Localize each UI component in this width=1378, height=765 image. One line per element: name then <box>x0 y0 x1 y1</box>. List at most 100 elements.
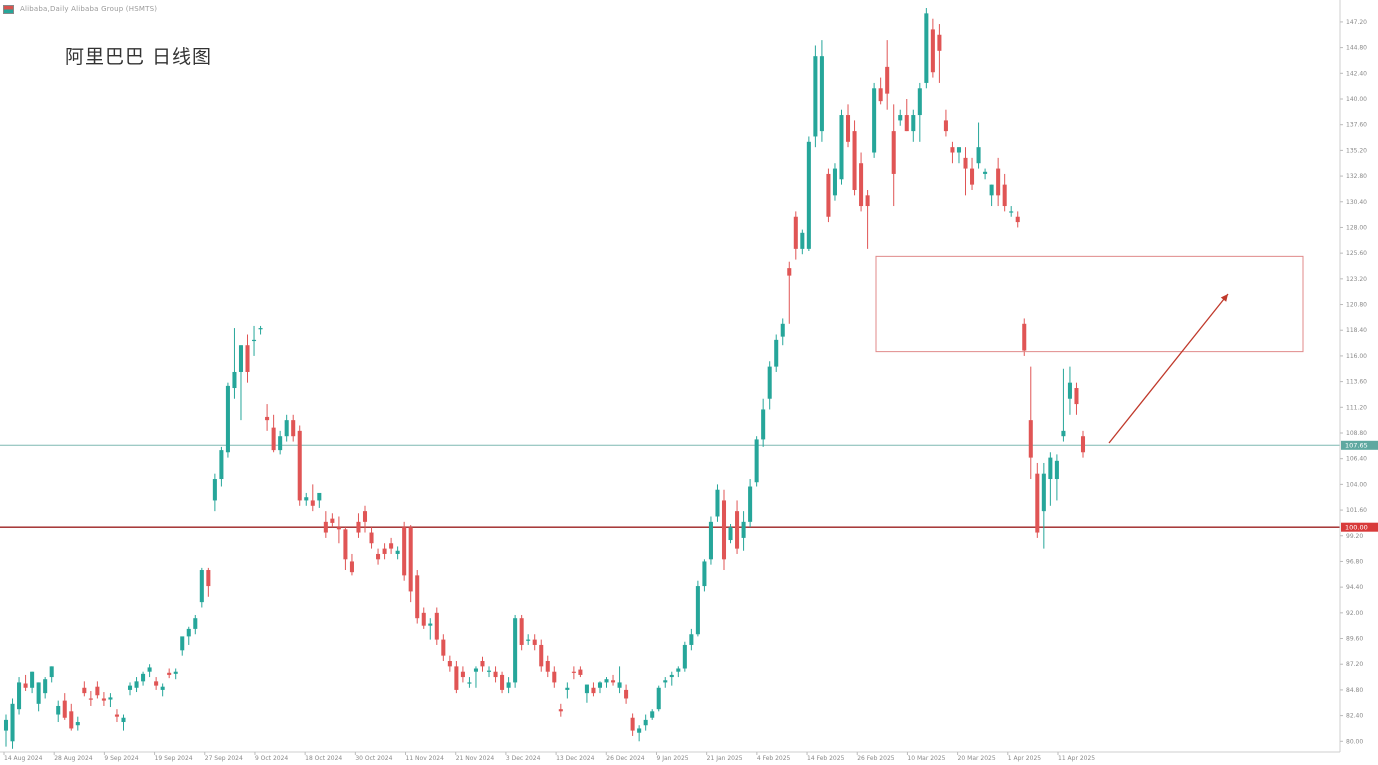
price-tick-label: 87.20 <box>1346 661 1363 668</box>
time-tick-label: 9 Jan 2025 <box>656 755 688 762</box>
candle <box>382 543 387 560</box>
candle-body <box>245 345 250 372</box>
candle <box>500 671 505 694</box>
candle-body <box>754 439 759 483</box>
candle <box>780 318 785 346</box>
candle <box>141 671 146 686</box>
candle-body <box>147 667 152 672</box>
candle-body <box>630 717 635 731</box>
candle <box>695 580 700 637</box>
candle-body <box>852 131 857 190</box>
candle <box>36 682 41 712</box>
candle-body <box>1067 382 1072 399</box>
candle-body <box>924 13 929 83</box>
candle <box>291 414 296 442</box>
time-tick-label: 19 Sep 2024 <box>155 755 193 762</box>
candle <box>682 641 687 672</box>
candle <box>467 677 472 688</box>
candle-body <box>656 687 661 710</box>
candle <box>369 527 374 549</box>
candle <box>1074 382 1079 415</box>
candle-body <box>767 366 772 399</box>
candle-body <box>154 681 159 686</box>
candle <box>245 334 250 383</box>
time-tick-label: 21 Jan 2025 <box>707 755 743 762</box>
candle-body <box>506 682 511 688</box>
candle <box>930 18 935 78</box>
price-tick-label: 96.80 <box>1346 558 1363 565</box>
candle-body <box>88 698 93 700</box>
candle <box>30 671 35 694</box>
candle-body <box>813 56 818 137</box>
candle <box>278 430 283 455</box>
candle-body <box>434 612 439 640</box>
candle <box>206 567 211 597</box>
candle-body <box>480 661 485 667</box>
candle-body <box>467 682 472 684</box>
candle-body <box>983 171 988 174</box>
candle-body <box>774 339 779 367</box>
candle <box>395 546 400 560</box>
candle-body <box>872 88 877 153</box>
candle <box>617 666 622 694</box>
candle <box>891 104 896 207</box>
candle <box>911 109 916 142</box>
candle <box>134 677 139 693</box>
candle-body <box>950 147 955 153</box>
candle <box>767 361 772 410</box>
candle <box>199 567 204 608</box>
candle <box>539 639 544 672</box>
time-tick-label: 11 Apr 2025 <box>1058 755 1095 762</box>
candle-body <box>761 409 766 440</box>
candle <box>591 682 596 697</box>
candle-body <box>591 687 596 694</box>
candle-body <box>500 674 505 690</box>
candle <box>898 109 903 126</box>
candle <box>552 666 557 688</box>
candle-body <box>356 521 361 533</box>
candle-body <box>1009 211 1014 213</box>
price-tick-label: 94.40 <box>1346 584 1363 591</box>
candle <box>689 628 694 651</box>
candle-body <box>56 705 61 715</box>
candle-body <box>167 672 172 675</box>
price-tick-label: 135.20 <box>1346 147 1367 154</box>
candle <box>545 655 550 678</box>
candle <box>1022 318 1027 356</box>
price-tick-label: 99.20 <box>1346 533 1363 540</box>
candle <box>23 674 28 691</box>
candle-body <box>447 661 452 667</box>
candle-body <box>845 115 851 142</box>
candle-body <box>284 420 289 437</box>
price-tick-label: 104.00 <box>1346 481 1367 488</box>
candle <box>428 618 433 640</box>
window-title-bar: Alibaba,Daily Alibaba Group (HSMTS) <box>0 0 1378 18</box>
candle <box>578 666 583 678</box>
candle <box>17 677 22 715</box>
candle-body <box>206 570 211 587</box>
time-tick-label: 18 Oct 2024 <box>305 755 342 762</box>
candle-body <box>258 328 263 330</box>
candle-body <box>441 639 446 656</box>
candle <box>526 634 531 645</box>
candle <box>852 120 857 196</box>
candle <box>656 685 661 712</box>
candle-body <box>904 115 909 132</box>
time-tick-label: 21 Nov 2024 <box>456 755 495 762</box>
candle <box>473 666 478 688</box>
candle-body <box>780 323 785 337</box>
candle-body <box>349 561 354 573</box>
target-zone-box <box>875 255 1304 353</box>
candle-body <box>395 550 400 554</box>
candle <box>624 684 629 704</box>
candle-body <box>278 436 283 451</box>
candle <box>310 484 315 512</box>
price-tick-label: 120.80 <box>1346 302 1367 309</box>
projection-arrow-head <box>1220 294 1228 302</box>
candle <box>708 516 713 565</box>
candle-body <box>708 521 713 560</box>
candle <box>513 614 518 688</box>
price-tick-label: 144.80 <box>1346 45 1367 52</box>
candle <box>976 122 981 169</box>
